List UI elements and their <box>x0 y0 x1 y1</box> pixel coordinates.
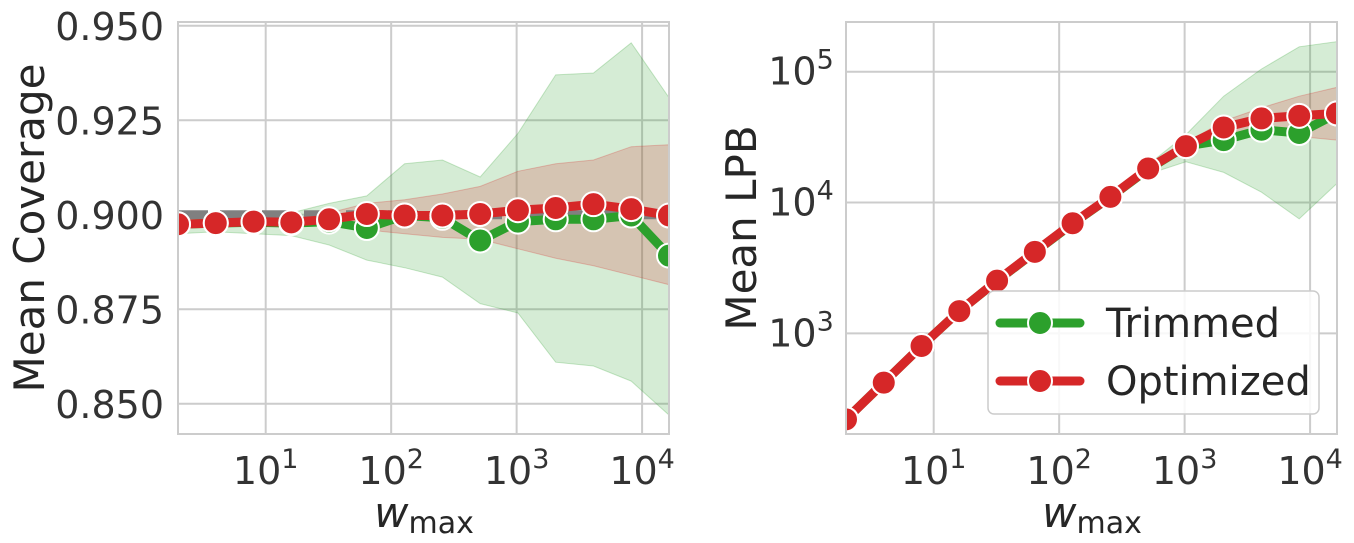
coverage-y-tick-label: 0.900 <box>55 194 164 238</box>
lpb-optimized-point <box>1210 114 1237 141</box>
legend-optimized-marker <box>1027 368 1053 394</box>
coverage-optimized-point <box>202 210 229 237</box>
lpb-optimized-point <box>1248 105 1275 132</box>
coverage-axes-frame <box>177 21 670 435</box>
lpb-x-tick-label: 101 <box>901 444 967 493</box>
lpb-y-tick-label: 105 <box>768 45 834 94</box>
coverage-y-tick-label: 0.850 <box>55 383 164 427</box>
coverage-x-axis-label: wmax <box>374 488 474 541</box>
lpb-optimized-point <box>1097 183 1124 210</box>
coverage-x-tick-label: 101 <box>233 444 299 493</box>
lpb-axes-frame <box>845 21 1338 435</box>
coverage-y-tick-label: 0.950 <box>55 5 164 49</box>
coverage-y-tick-label: 0.875 <box>55 288 164 332</box>
coverage-y-tick-label: 0.925 <box>55 99 164 143</box>
lpb-optimized-point <box>870 369 897 396</box>
coverage-optimized-point <box>316 206 343 233</box>
lpb-optimized-point <box>1021 238 1048 265</box>
lpb-y-tick-label: 103 <box>768 306 834 355</box>
lpb-optimized-point <box>1172 133 1199 160</box>
lpb-optimized-point <box>908 333 935 360</box>
lpb-x-tick-label: 102 <box>1026 444 1092 493</box>
lpb-panel: 101 102 103 104 103 104 105 Mean LPB wmax Trim… <box>717 21 1343 541</box>
lpb-x-axis-label: wmax <box>1042 488 1142 541</box>
coverage-optimized-point <box>240 208 267 235</box>
lpb-optimized-point <box>1324 100 1337 127</box>
lpb-optimized-point <box>846 406 859 433</box>
coverage-optimized-point <box>542 194 569 221</box>
lpb-optimized-point <box>984 267 1011 294</box>
coverage-optimized-point <box>429 202 456 229</box>
lpb-optimized-point <box>1059 210 1086 237</box>
legend-trimmed-marker <box>1027 310 1053 336</box>
lpb-optimized-point <box>1286 102 1313 129</box>
coverage-trimmed-point <box>656 242 669 269</box>
coverage-optimized-point <box>656 202 669 229</box>
lpb-tick-labels: 101 102 103 104 103 104 105 <box>768 45 1343 493</box>
coverage-optimized-point <box>504 197 531 224</box>
coverage-trimmed-band <box>178 42 669 416</box>
coverage-panel: 101 102 103 104 0.850 0.875 0.900 0.925 0.950 Me… <box>5 5 675 541</box>
coverage-x-tick-label: 102 <box>358 444 424 493</box>
coverage-tick-labels: 101 102 103 104 0.850 0.875 0.900 0.925 0.950 <box>55 5 675 493</box>
coverage-optimized-point <box>278 209 305 236</box>
lpb-y-axis-label: Mean LPB <box>717 125 766 330</box>
coverage-y-axis-label: Mean Coverage <box>5 63 54 392</box>
lpb-y-tick-label: 104 <box>768 176 834 225</box>
lpb-x-tick-label: 104 <box>1277 444 1343 493</box>
lpb-series <box>846 100 1337 433</box>
legend: Trimmed Optimized <box>987 290 1320 415</box>
coverage-optimized-point <box>353 201 380 228</box>
coverage-optimized-point <box>391 202 418 229</box>
coverage-trimmed-point <box>467 227 494 254</box>
coverage-optimized-point <box>618 196 645 223</box>
coverage-optimized-point <box>467 201 494 228</box>
coverage-optimized-point <box>178 211 191 238</box>
lpb-x-tick-label: 103 <box>1152 444 1218 493</box>
legend-optimized-label: Optimized <box>1106 359 1311 405</box>
coverage-optimized-point <box>580 191 607 218</box>
coverage-x-tick-label: 103 <box>484 444 550 493</box>
coverage-x-tick-label: 104 <box>609 444 675 493</box>
coverage-series <box>178 191 669 269</box>
lpb-optimized-point <box>946 298 973 325</box>
lpb-optimized-point <box>1135 155 1162 182</box>
legend-trimmed-label: Trimmed <box>1105 301 1280 347</box>
